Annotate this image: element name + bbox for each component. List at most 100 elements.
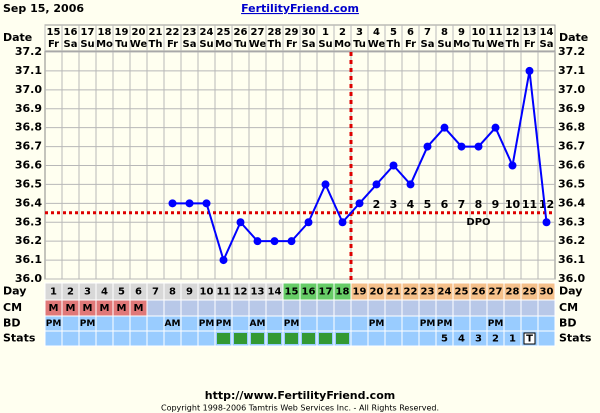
y-tick-label: 37.2 xyxy=(15,45,42,58)
day-label: 29 xyxy=(523,287,537,298)
temperature-point xyxy=(474,142,483,151)
chart-date: Sep 15, 2006 xyxy=(3,2,84,15)
stats-marker xyxy=(217,333,230,344)
temperature-point xyxy=(355,199,364,208)
date-label: 16 xyxy=(64,27,78,38)
y-tick-label-right: 37.0 xyxy=(558,83,585,96)
weekday-label: Th xyxy=(268,39,282,50)
cm-cell xyxy=(231,299,250,317)
y-tick-label: 36.0 xyxy=(15,272,42,285)
bd-cell xyxy=(520,315,539,332)
bd-cell xyxy=(384,315,403,332)
stats-cell xyxy=(95,330,114,347)
day-label: 16 xyxy=(302,287,316,298)
day-label: 13 xyxy=(251,287,265,298)
stats-cell xyxy=(367,330,386,347)
dpo-label: 2 xyxy=(373,198,381,211)
cm-cell xyxy=(316,299,335,317)
date-label: 25 xyxy=(217,27,231,38)
date-label: 8 xyxy=(441,27,448,38)
weekday-label: Fr xyxy=(48,39,59,50)
dpo-title: DPO xyxy=(466,217,490,228)
cm-cell xyxy=(384,299,403,317)
stats-cell xyxy=(61,330,80,347)
day-label: 30 xyxy=(540,287,554,298)
temperature-point xyxy=(202,199,211,208)
weekday-label: Fr xyxy=(524,39,535,50)
bd-label: PM xyxy=(284,319,300,329)
y-tick-label: 36.5 xyxy=(15,177,42,190)
y-tick-label: 37.0 xyxy=(15,83,42,96)
day-label: 20 xyxy=(370,287,384,298)
y-tick-label: 36.4 xyxy=(15,196,42,209)
stats-cell xyxy=(401,330,420,347)
y-tick-label-right: 36.2 xyxy=(558,234,585,247)
dpo-label: 10 xyxy=(505,198,521,211)
cm-cell xyxy=(299,299,318,317)
stats-marker xyxy=(251,333,264,344)
date-label: 27 xyxy=(251,27,265,38)
weekday-label: Su xyxy=(318,39,332,50)
cm-cell xyxy=(265,299,284,317)
stats-label: 4 xyxy=(458,334,465,345)
dpo-label: 5 xyxy=(424,198,432,211)
row-label: CM xyxy=(559,301,578,314)
y-tick-label: 36.9 xyxy=(15,102,42,115)
y-tick-label-right: 36.8 xyxy=(558,121,585,134)
temperature-point xyxy=(525,66,534,75)
dpo-label: 8 xyxy=(475,198,483,211)
weekday-label: Fr xyxy=(167,39,178,50)
date-label: 13 xyxy=(523,27,537,38)
day-label: 1 xyxy=(50,287,57,298)
y-tick-label: 36.6 xyxy=(15,159,42,172)
day-label: 11 xyxy=(217,287,231,298)
temperature-point xyxy=(168,199,177,208)
y-tick-label-right: 36.7 xyxy=(558,140,585,153)
y-tick-label: 36.1 xyxy=(15,253,42,266)
weekday-label: Sa xyxy=(64,39,78,50)
y-tick-label-right: 36.0 xyxy=(558,272,585,285)
weekday-label: Su xyxy=(80,39,94,50)
weekday-label: Fr xyxy=(405,39,416,50)
temperature-point xyxy=(406,180,415,189)
stats-cell xyxy=(163,330,182,347)
weekday-label: Th xyxy=(387,39,401,50)
stats-box xyxy=(523,332,536,345)
weekday-label: Su xyxy=(437,39,451,50)
temperature-point xyxy=(491,123,500,132)
y-tick-label: 36.8 xyxy=(15,121,42,134)
date-label: 1 xyxy=(322,27,329,38)
stats-marker xyxy=(302,333,315,344)
cm-cell xyxy=(163,299,182,317)
weekday-label: We xyxy=(487,39,505,50)
date-label: 19 xyxy=(115,27,129,38)
day-label: 6 xyxy=(135,287,142,298)
temperature-point xyxy=(270,237,279,246)
day-label: 25 xyxy=(455,287,469,298)
bd-cell xyxy=(333,315,352,332)
weekday-label: Sa xyxy=(421,39,435,50)
stats-label: 3 xyxy=(475,334,482,345)
bd-label: PM xyxy=(420,319,436,329)
stats-label: 5 xyxy=(441,334,448,345)
bd-label: PM xyxy=(216,319,232,329)
bd-label: AM xyxy=(165,319,181,329)
day-label: 5 xyxy=(118,287,125,298)
dpo-label: 12 xyxy=(539,198,554,211)
bd-label: PM xyxy=(437,319,453,329)
cm-cell xyxy=(214,299,233,317)
cm-cell xyxy=(537,299,556,317)
bd-label: PM xyxy=(46,319,62,329)
weekday-label: Tu xyxy=(234,39,247,50)
y-tick-label-right: 36.4 xyxy=(558,196,585,209)
date-label: 24 xyxy=(200,27,214,38)
cm-cell xyxy=(248,299,267,317)
y-tick-label: 36.7 xyxy=(15,140,42,153)
cm-label: M xyxy=(100,303,110,314)
temperature-point xyxy=(304,218,313,227)
y-tick-label-right: 36.9 xyxy=(558,102,585,115)
bd-cell xyxy=(265,315,284,332)
cm-cell xyxy=(435,299,454,317)
stats-marker xyxy=(336,333,349,344)
footer-url: http://www.FertilityFriend.com xyxy=(205,389,395,402)
